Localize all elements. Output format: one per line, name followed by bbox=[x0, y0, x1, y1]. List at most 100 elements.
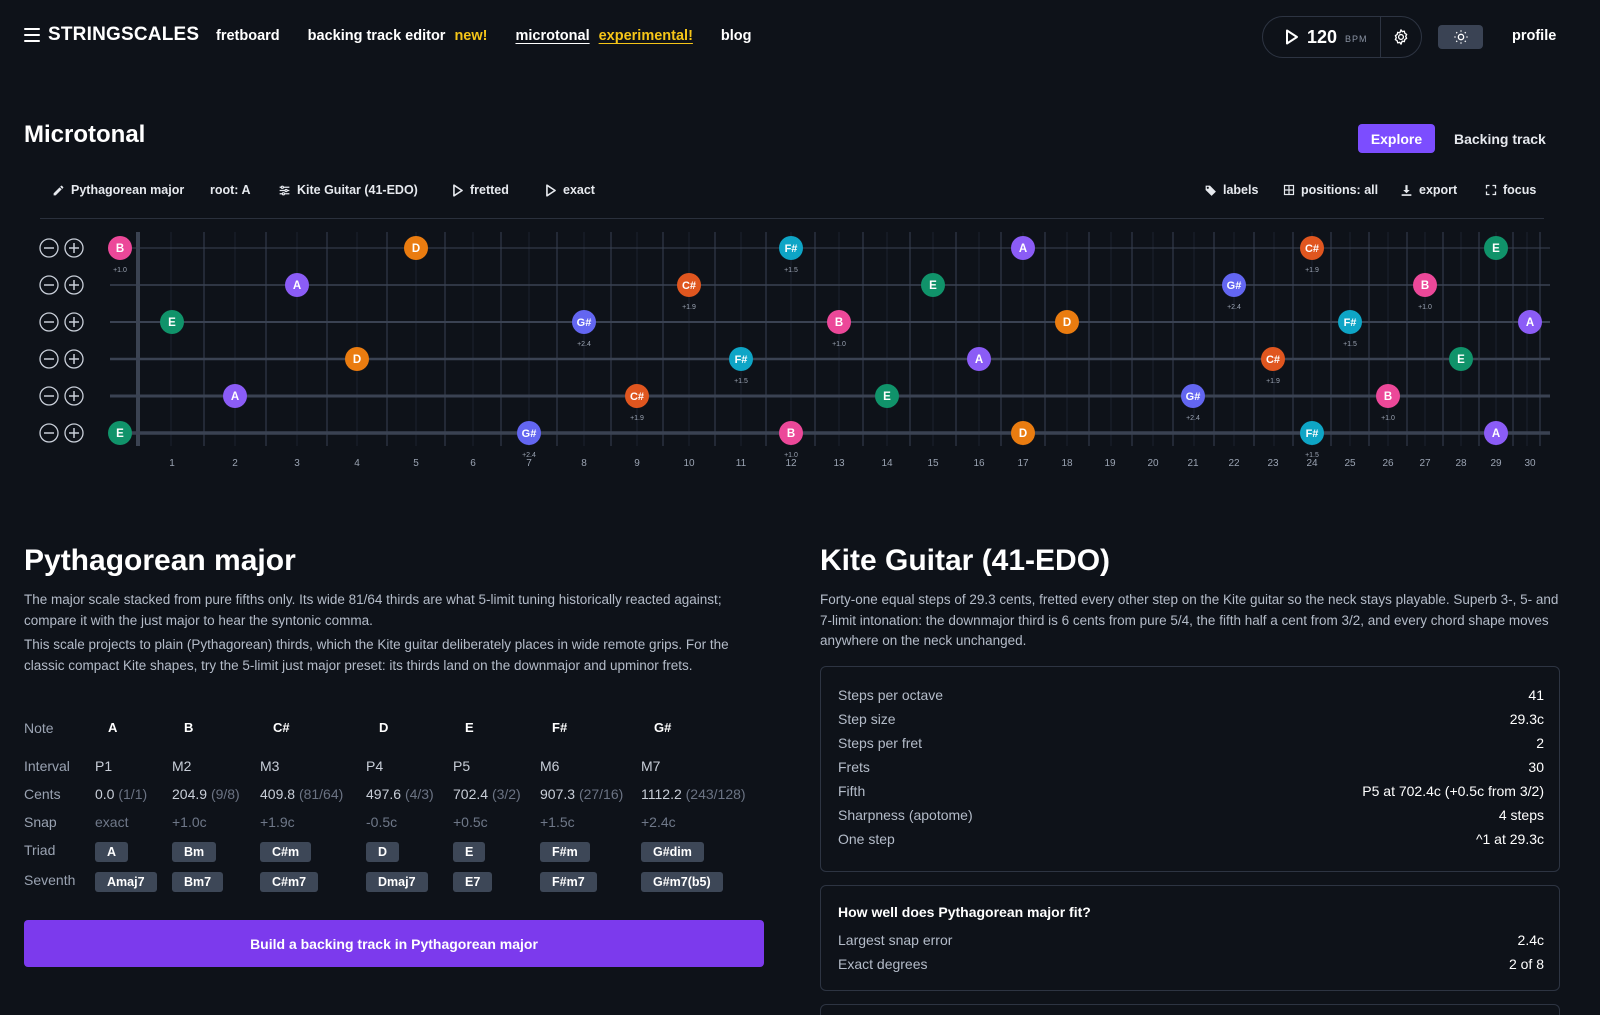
triad-chip[interactable]: E bbox=[453, 842, 486, 862]
string-down-button[interactable] bbox=[39, 312, 59, 332]
note-marker[interactable]: G# +2.4 bbox=[1222, 273, 1246, 311]
fret-number: 9 bbox=[634, 458, 640, 469]
note-marker[interactable]: G# +2.4 bbox=[572, 310, 596, 348]
profile-link[interactable]: profile bbox=[1512, 28, 1557, 44]
play-exact-button[interactable]: exact bbox=[545, 176, 595, 204]
triad-chip[interactable]: C#m bbox=[260, 842, 312, 862]
tab-explore[interactable]: Explore bbox=[1358, 124, 1435, 153]
string-up-button[interactable] bbox=[64, 386, 84, 406]
note-marker[interactable]: E bbox=[875, 384, 899, 408]
cents-ratio: (4/3) bbox=[404, 786, 434, 802]
tempo-settings-button[interactable] bbox=[1381, 28, 1421, 46]
note-deviation: +1.9 bbox=[682, 304, 696, 311]
triad-chip[interactable]: F#m bbox=[540, 842, 590, 862]
export-button[interactable]: export bbox=[1400, 176, 1457, 204]
string-up-button[interactable] bbox=[64, 275, 84, 295]
note-marker[interactable]: C# +1.9 bbox=[677, 273, 701, 311]
nav-blog[interactable]: blog bbox=[721, 28, 752, 44]
nav-fretboard[interactable]: fretboard bbox=[216, 28, 280, 44]
note-marker[interactable]: F# +1.5 bbox=[779, 236, 803, 274]
note-marker[interactable]: F# +1.5 bbox=[1300, 421, 1324, 459]
string-down-button[interactable] bbox=[39, 349, 59, 369]
nav-backing-track-editor[interactable]: backing track editor new! bbox=[308, 28, 488, 44]
exact-label: exact bbox=[563, 183, 595, 197]
tab-backing-track[interactable]: Backing track bbox=[1454, 130, 1546, 147]
tuning-selector[interactable]: Kite Guitar (41-EDO) bbox=[278, 176, 418, 204]
play-button[interactable]: 120 BPM bbox=[1263, 17, 1381, 57]
string-down-button[interactable] bbox=[39, 275, 59, 295]
note-marker[interactable]: D bbox=[1055, 310, 1079, 334]
stat-value: ^1 at 29.3c bbox=[1475, 831, 1544, 847]
fretboard-diagram[interactable]: 1 2 3 4 5 6 7 8 9 10 11 12 13 14 15 16 17 18 19 20 21 22 23 24 2… bbox=[0, 226, 1600, 486]
cents-value: 497.6 bbox=[366, 786, 402, 802]
note-marker[interactable]: E bbox=[160, 310, 184, 334]
nav-microtonal[interactable]: microtonal experimental! bbox=[515, 28, 692, 44]
page-title: Microtonal bbox=[24, 121, 146, 148]
fret-number: 25 bbox=[1344, 458, 1356, 469]
note-marker[interactable]: C# +1.9 bbox=[1261, 347, 1285, 385]
string-down-button[interactable] bbox=[39, 238, 59, 258]
note-marker[interactable]: E bbox=[921, 273, 945, 297]
note-marker[interactable]: B +1.0 bbox=[1413, 273, 1437, 311]
note-marker[interactable]: A bbox=[223, 384, 247, 408]
stat-row: One step ^1 at 29.3c bbox=[838, 831, 1544, 853]
play-fretted-button[interactable]: fretted bbox=[452, 176, 509, 204]
note-marker[interactable]: B +1.0 bbox=[827, 310, 851, 348]
note-dot bbox=[677, 273, 701, 297]
note-marker[interactable]: G# +2.4 bbox=[1181, 384, 1205, 422]
note-marker[interactable]: A bbox=[1011, 236, 1035, 260]
stat-key: Exact degrees bbox=[838, 956, 928, 972]
note-marker[interactable]: D bbox=[1011, 421, 1035, 445]
triad-chip[interactable]: Bm bbox=[172, 842, 217, 862]
note-marker[interactable]: C# +1.9 bbox=[625, 384, 649, 422]
brand-logo[interactable]: STRINGSCALES bbox=[24, 24, 199, 46]
menu-icon[interactable] bbox=[24, 28, 40, 42]
note-marker[interactable]: D bbox=[345, 347, 369, 371]
note-marker[interactable]: C# +1.9 bbox=[1300, 236, 1324, 274]
brand-name: STRINGSCALES bbox=[48, 24, 200, 45]
note-marker[interactable]: A bbox=[1484, 421, 1508, 445]
seventh-chip[interactable]: Amaj7 bbox=[95, 872, 157, 892]
note-marker[interactable]: E bbox=[108, 421, 132, 445]
scale-selector[interactable]: Pythagorean major bbox=[52, 176, 184, 204]
note-marker[interactable]: D bbox=[404, 236, 428, 260]
note-marker[interactable]: A bbox=[1518, 310, 1542, 334]
note-marker[interactable]: A bbox=[285, 273, 309, 297]
seventh-chip[interactable]: E7 bbox=[453, 872, 493, 892]
root-selector[interactable]: root: A bbox=[210, 176, 251, 204]
note-marker[interactable]: B +1.0 bbox=[779, 421, 803, 459]
note-dot bbox=[1055, 310, 1079, 334]
seventh-chip[interactable]: F#m7 bbox=[540, 872, 597, 892]
build-backing-track-button[interactable]: Build a backing track in Pythagorean maj… bbox=[24, 920, 764, 967]
string-down-button[interactable] bbox=[39, 386, 59, 406]
note-marker[interactable]: F# +1.5 bbox=[729, 347, 753, 385]
theme-toggle-button[interactable] bbox=[1438, 25, 1483, 49]
degree-snap: +0.5c bbox=[453, 814, 488, 830]
focus-button[interactable]: focus bbox=[1485, 176, 1536, 204]
degree-interval: M3 bbox=[260, 758, 280, 774]
string-up-button[interactable] bbox=[64, 423, 84, 443]
note-marker[interactable]: G# +2.4 bbox=[517, 421, 541, 459]
triad-chip[interactable]: A bbox=[95, 842, 129, 862]
note-marker[interactable]: B +1.0 bbox=[108, 236, 132, 274]
string-up-button[interactable] bbox=[64, 238, 84, 258]
seventh-chip[interactable]: Dmaj7 bbox=[366, 872, 428, 892]
string-up-button[interactable] bbox=[64, 349, 84, 369]
note-marker[interactable]: E bbox=[1484, 236, 1508, 260]
positions-selector[interactable]: positions: all bbox=[1283, 176, 1378, 204]
string-down-button[interactable] bbox=[39, 423, 59, 443]
seventh-chip[interactable]: C#m7 bbox=[260, 872, 319, 892]
seventh-chip[interactable]: Bm7 bbox=[172, 872, 224, 892]
stat-row: Exact degrees 2 of 8 bbox=[838, 956, 1544, 978]
note-marker[interactable]: B +1.0 bbox=[1376, 384, 1400, 422]
degree-interval: M6 bbox=[540, 758, 560, 774]
labels-toggle[interactable]: labels bbox=[1204, 176, 1258, 204]
note-marker[interactable]: A bbox=[967, 347, 991, 371]
note-marker[interactable]: F# +1.5 bbox=[1338, 310, 1362, 348]
note-marker[interactable]: E bbox=[1449, 347, 1473, 371]
seventh-chip[interactable]: G#m7(b5) bbox=[641, 872, 723, 892]
string-up-button[interactable] bbox=[64, 312, 84, 332]
triad-chip[interactable]: G#dim bbox=[641, 842, 704, 862]
triad-chip[interactable]: D bbox=[366, 842, 400, 862]
stat-key: Steps per fret bbox=[838, 735, 923, 751]
